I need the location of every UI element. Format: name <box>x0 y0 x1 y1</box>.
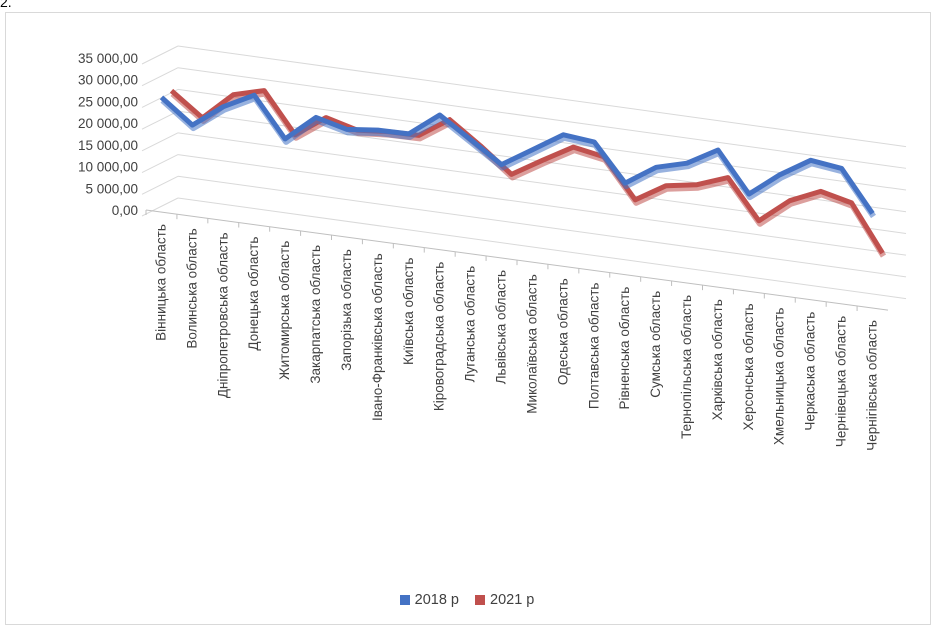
x-category-label: Львівська область <box>493 270 508 384</box>
gridline-7 <box>177 45 907 148</box>
x-category-label: Чернівецька область <box>834 316 849 447</box>
x-category-label: Івано-Франківська область <box>370 253 385 421</box>
x-category-label: Житомирська область <box>277 241 292 380</box>
gridline-2 <box>177 154 907 256</box>
x-category-label: Закарпатська область <box>308 245 323 384</box>
series-layer <box>159 88 887 258</box>
x-category-label: Харківська область <box>710 299 725 420</box>
x-category-label: Київська область <box>401 258 416 365</box>
gridline-0 <box>177 197 907 300</box>
gridline-depth-3 <box>141 132 179 152</box>
x-category-label: Миколаївська область <box>524 274 539 413</box>
x-category-label: Луганська область <box>463 266 478 383</box>
y-tick-label: 20 000,00 <box>78 116 138 131</box>
legend-item-2021: 2021 р <box>475 592 534 608</box>
gridline-depth-1 <box>141 175 179 195</box>
y-tick-label: 25 000,00 <box>78 94 138 109</box>
y-tick-label: 0,00 <box>112 203 138 218</box>
gridline-depth-6 <box>141 67 179 87</box>
x-category-label: Донецька область <box>246 237 261 351</box>
gridline-depth-4 <box>141 110 179 130</box>
x-category-label: Полтавська область <box>586 283 601 410</box>
x-category-label: Черкаська область <box>803 312 818 431</box>
x-category-label: Чернігівська область <box>864 320 879 451</box>
x-category-label: Дніпропетровська область <box>215 232 230 398</box>
legend-swatch-2018 <box>399 595 410 605</box>
gridline-depth-7 <box>141 45 179 65</box>
x-category-label: Одеська область <box>555 278 570 385</box>
x-axis-categories: Вінницька область Волинська область Дніпро… <box>145 210 879 451</box>
x-category-label: Рівненська область <box>617 287 632 410</box>
x-category-label: Запорізька область <box>339 249 354 371</box>
legend-swatch-2021 <box>475 595 486 605</box>
y-axis-ticks: 0,00 5 000,00 10 000,00 15 000,00 20 000,00 2… <box>78 51 138 218</box>
legend-label-2018: 2018 р <box>414 592 459 608</box>
gridline-depth-2 <box>141 154 179 174</box>
chart-frame <box>5 12 931 625</box>
legend-label-2021: 2021 р <box>490 592 535 608</box>
gridline-3 <box>177 132 907 234</box>
gridline-1 <box>177 175 907 278</box>
x-category-label: Кіровоградська область <box>432 262 447 411</box>
stray-text: 2. <box>0 0 12 10</box>
gridline-6 <box>177 67 907 169</box>
series-line-0 <box>159 92 875 215</box>
y-tick-label: 30 000,00 <box>78 73 138 88</box>
series-line-1 <box>169 88 885 255</box>
x-category-label: Волинська область <box>184 228 199 348</box>
y-tick-label: 5 000,00 <box>85 181 138 196</box>
y-tick-label: 10 000,00 <box>78 160 138 175</box>
y-tick-label: 35 000,00 <box>78 51 138 66</box>
x-category-label: Херсонська область <box>741 303 756 430</box>
gridline-depth-0 <box>141 197 179 217</box>
y-tick-label: 15 000,00 <box>78 138 138 153</box>
legend: 2018 р 2021 р <box>0 592 934 609</box>
x-category-label: Сумська область <box>648 291 663 398</box>
x-category-label: Хмельницька область <box>772 308 787 445</box>
legend-item-2018: 2018 р <box>399 592 459 608</box>
x-category-label: Тернопільська область <box>679 295 694 439</box>
x-category-label: Вінницька область <box>153 224 168 341</box>
